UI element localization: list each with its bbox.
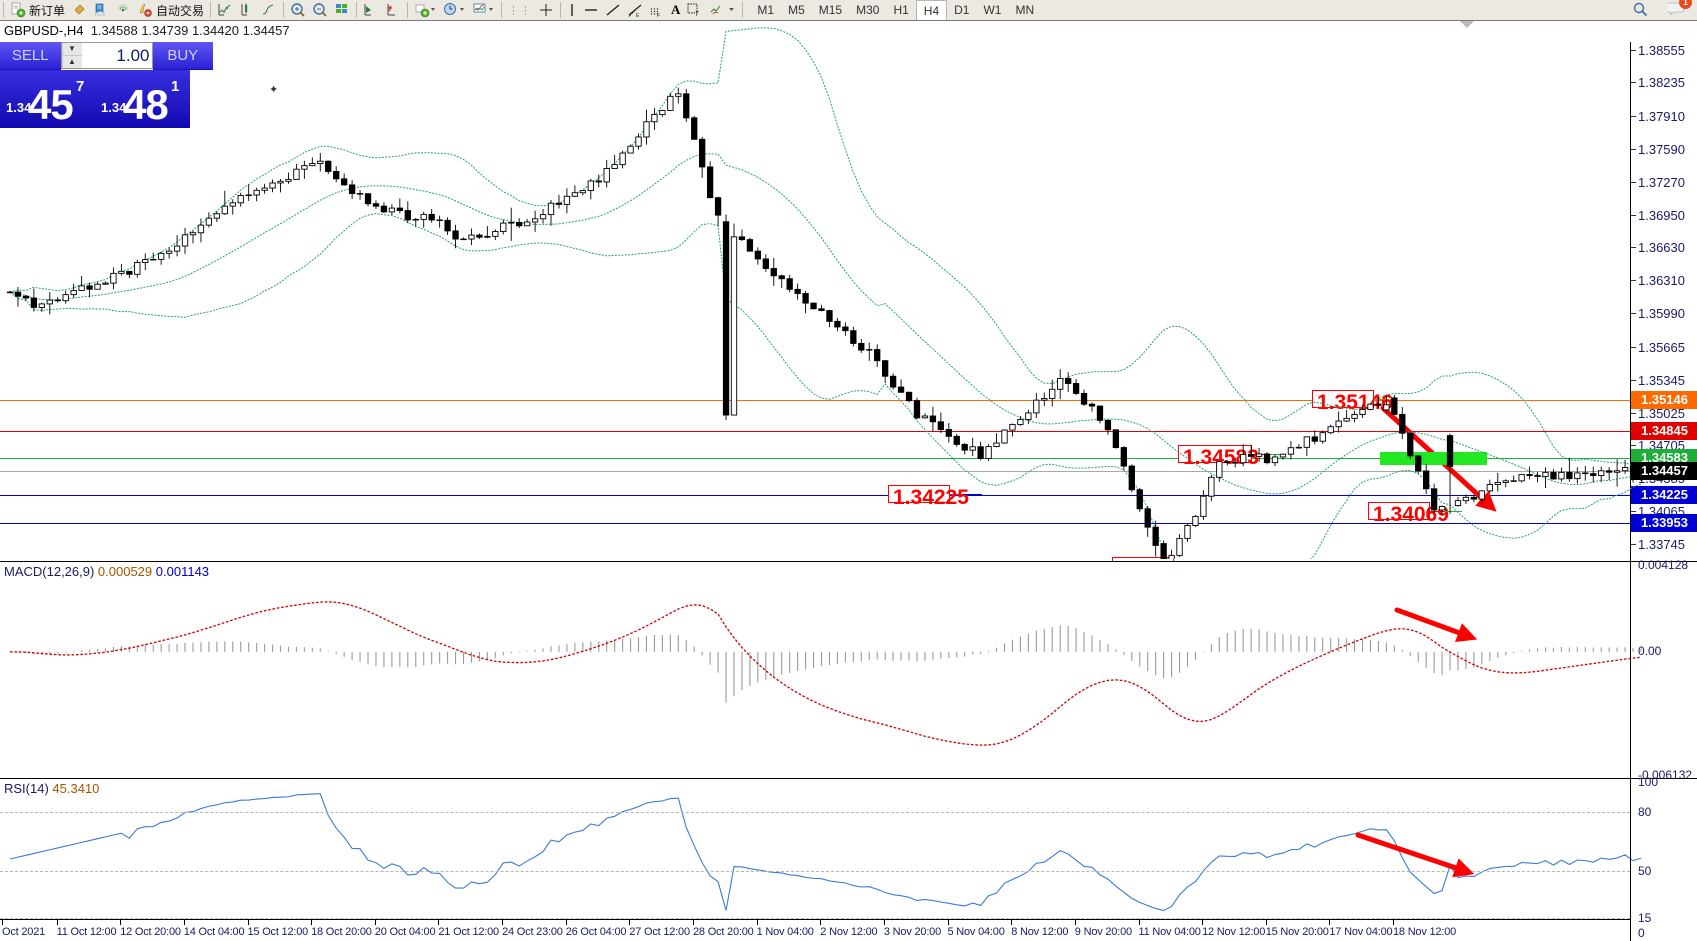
svg-text:E: E [636, 13, 640, 18]
svg-text:T: T [695, 12, 700, 18]
svg-text:F: F [657, 13, 660, 18]
